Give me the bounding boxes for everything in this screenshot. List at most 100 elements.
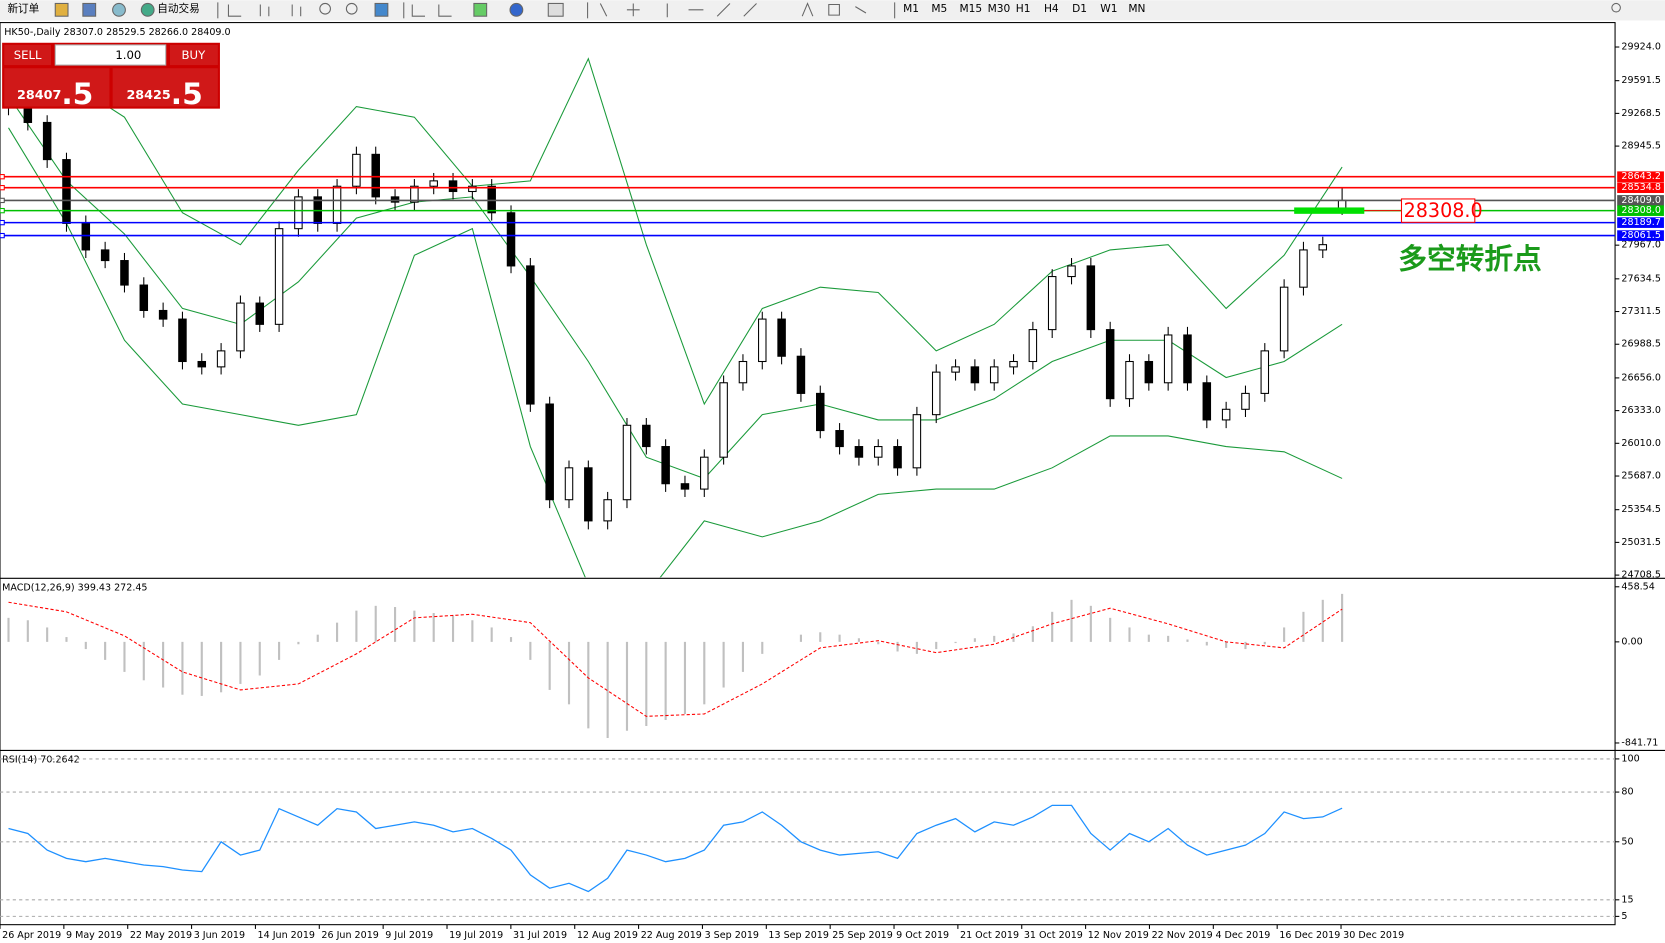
y-tick-label: 458.54 <box>1621 581 1654 592</box>
y-tick-label: 25031.5 <box>1621 537 1660 548</box>
candle-body <box>1318 244 1328 251</box>
x-tick-label: 30 Dec 2019 <box>1343 930 1404 941</box>
level-label-bg <box>1617 171 1664 183</box>
level-label: 28643.2 <box>1621 171 1660 182</box>
trade-panel: SELL BUY 1.00 28407.5 28425.5 <box>2 42 220 111</box>
level-label: 28308.0 <box>1621 205 1660 216</box>
x-tick-label: 3 Sep 2019 <box>705 930 759 941</box>
period-button[interactable]: H1 <box>1016 2 1031 15</box>
period-button[interactable]: M15 <box>959 2 982 15</box>
candle-body <box>526 265 535 405</box>
x-tick-label: 14 Jun 2019 <box>258 930 315 941</box>
candle-body <box>23 106 33 123</box>
x-tick-label: 31 Jul 2019 <box>513 930 567 941</box>
y-tick-label: 25687.0 <box>1621 471 1660 482</box>
annotation-price: 28308.0 <box>1404 199 1483 222</box>
candle-body <box>487 185 496 214</box>
y-tick-label: -841.71 <box>1621 737 1658 748</box>
candle-body <box>777 318 786 357</box>
y-tick-label: 27967.0 <box>1621 240 1660 251</box>
x-tick-label: 9 Oct 2019 <box>896 930 949 941</box>
level-label-bg <box>1617 230 1664 241</box>
candle-body <box>197 360 207 368</box>
level-label-bg <box>1617 205 1664 216</box>
level-label-bg <box>1617 182 1664 193</box>
candle-body <box>661 446 670 485</box>
period-button[interactable]: W1 <box>1100 2 1117 15</box>
period-button[interactable]: M5 <box>931 2 947 15</box>
buy-price-box[interactable] <box>112 68 218 107</box>
buy-button[interactable] <box>170 44 218 66</box>
auto-trading[interactable]: 自动交易 <box>157 2 199 15</box>
candle-body <box>120 260 129 286</box>
candle-body <box>42 121 52 161</box>
candle-body <box>1047 276 1057 331</box>
bollinger-upper <box>8 57 1343 406</box>
candle-body <box>758 318 767 363</box>
y-tick-label: 80 <box>1621 787 1633 798</box>
y-tick-label: 29924.0 <box>1621 42 1660 53</box>
candle-body <box>1144 360 1154 384</box>
x-tick-label: 13 Sep 2019 <box>768 930 829 941</box>
toolbar-icons <box>54 2 1621 19</box>
candle-body <box>1028 329 1038 363</box>
x-tick-label: 12 Nov 2019 <box>1088 930 1149 941</box>
candle-body <box>893 446 902 469</box>
buy-text[interactable]: BUY <box>182 48 207 62</box>
candle-body <box>352 153 361 187</box>
period-button[interactable]: D1 <box>1072 2 1087 15</box>
level-marker <box>0 197 5 204</box>
candle-body <box>158 309 168 320</box>
y-tick-label: 26333.0 <box>1621 405 1660 416</box>
buy-price[interactable]: 28425.5 <box>126 76 202 111</box>
candle-body <box>970 366 980 384</box>
rsi-label: RSI(14) 70.2642 <box>2 754 80 765</box>
period-button[interactable]: H4 <box>1044 2 1059 15</box>
lot-input[interactable] <box>54 44 167 66</box>
candle-body <box>854 446 864 458</box>
toolbar <box>0 0 1665 21</box>
candle-body <box>410 185 419 203</box>
candle-body <box>700 456 709 490</box>
sell-price-box[interactable] <box>4 68 110 107</box>
level-marker <box>0 174 5 180</box>
level-label: 28189.7 <box>1621 217 1660 228</box>
y-tick-label: 0.00 <box>1621 636 1642 647</box>
candle-body <box>1260 350 1270 394</box>
bollinger-middle <box>8 95 1343 480</box>
candle-body <box>816 392 825 432</box>
lot-text[interactable]: 1.00 <box>115 48 141 62</box>
y-tick-label: 29591.5 <box>1621 75 1660 86</box>
sell-text[interactable]: SELL <box>14 48 42 62</box>
new-order[interactable]: 新订单 <box>7 2 39 15</box>
candle-body <box>989 366 999 384</box>
level-marker <box>0 207 5 214</box>
y-tick-label: 15 <box>1621 894 1633 905</box>
candle-body <box>255 302 265 325</box>
x-tick-label: 22 May 2019 <box>130 930 192 941</box>
candle-body <box>1067 265 1076 278</box>
candle-body <box>1163 334 1173 384</box>
candle-body <box>622 424 632 501</box>
x-tick-label: 16 Dec 2019 <box>1279 930 1340 941</box>
x-tick-label: 3 Jun 2019 <box>194 930 245 941</box>
x-tick-label: 12 Aug 2019 <box>577 930 638 941</box>
level-label: 28409.0 <box>1621 195 1660 206</box>
period-button[interactable]: MN <box>1128 2 1145 15</box>
candle-body <box>1125 360 1134 400</box>
period-button[interactable]: M30 <box>988 2 1011 15</box>
sell-price[interactable]: 28407.5 <box>17 76 93 111</box>
chart-frame <box>0 22 1616 926</box>
period-button[interactable]: M1 <box>903 2 919 15</box>
candle-body <box>1183 334 1192 384</box>
candle-body <box>1241 392 1250 410</box>
candle-body <box>1299 249 1308 288</box>
x-tick-label: 9 May 2019 <box>66 930 122 941</box>
level-label: 28534.8 <box>1621 182 1660 193</box>
candle-body <box>390 196 400 203</box>
sell-button[interactable] <box>4 44 52 66</box>
rsi-line <box>8 804 1343 893</box>
x-tick-label: 25 Sep 2019 <box>832 930 893 941</box>
x-tick-label: 26 Apr 2019 <box>2 930 61 941</box>
